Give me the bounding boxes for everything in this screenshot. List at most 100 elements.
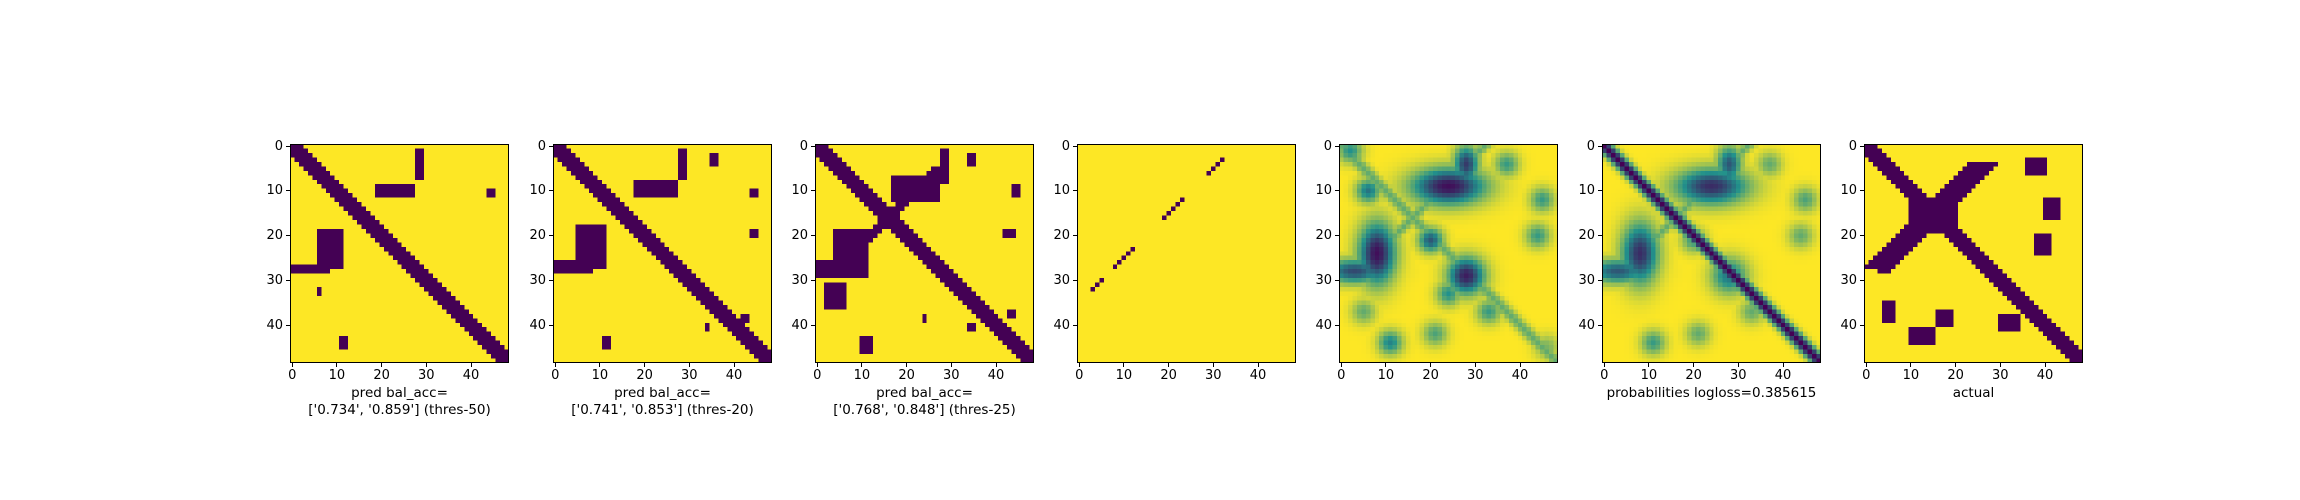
heatmap-panel-6: [1602, 144, 1821, 363]
y-tick-mark: [1860, 279, 1864, 281]
y-tick-mark: [549, 279, 553, 281]
y-tick-label: 10: [1578, 183, 1595, 199]
x-tick-label: 10: [1377, 368, 1395, 383]
y-tick-label: 20: [791, 228, 808, 244]
y-tick-label: 30: [1840, 272, 1857, 288]
x-tick-label: 20: [1947, 368, 1964, 383]
x-tick-label: 10: [328, 368, 346, 383]
x-tick-mark: [1168, 363, 1170, 367]
y-tick-mark: [1598, 235, 1602, 237]
y-tick-label: 30: [266, 272, 283, 288]
y-tick-label: 20: [529, 228, 546, 244]
x-tick-label: 10: [1115, 368, 1133, 383]
y-tick-label: 0: [799, 138, 808, 154]
x-tick-label: 20: [636, 368, 653, 383]
y-tick-label: 10: [529, 183, 546, 199]
x-tick-label: 0: [1600, 368, 1609, 383]
y-tick-mark: [1335, 190, 1339, 192]
x-tick-mark: [995, 363, 997, 367]
y-tick-mark: [549, 324, 553, 326]
y-tick-label: 30: [791, 272, 808, 288]
y-tick-label: 0: [1848, 138, 1857, 154]
panel-xlabel: ['0.768', '0.848'] (thres-25): [833, 402, 1016, 418]
y-tick-label: 40: [529, 317, 546, 333]
y-tick-mark: [1335, 235, 1339, 237]
y-tick-label: 0: [537, 138, 546, 154]
y-tick-mark: [1073, 235, 1077, 237]
panel-xlabel: probabilities logloss=0.385615: [1606, 385, 1817, 401]
y-tick-label: 20: [1315, 228, 1332, 244]
heatmap-image: [553, 144, 772, 363]
x-tick-label: 30: [1205, 368, 1222, 383]
x-tick-label: 10: [1902, 368, 1920, 383]
x-tick-label: 20: [898, 368, 915, 383]
x-tick-label: 40: [2036, 368, 2054, 383]
x-tick-label: 0: [288, 368, 297, 383]
x-tick-mark: [733, 363, 735, 367]
x-tick-label: 20: [1422, 368, 1439, 383]
y-tick-mark: [1073, 190, 1077, 192]
x-tick-mark: [470, 363, 472, 367]
x-tick-label: 0: [551, 368, 560, 383]
y-tick-label: 40: [1840, 317, 1857, 333]
y-tick-mark: [1335, 324, 1339, 326]
x-tick-label: 20: [1685, 368, 1702, 383]
y-tick-mark: [1598, 190, 1602, 192]
heatmap-panel-7: [1864, 144, 2083, 363]
y-tick-label: 40: [1053, 317, 1070, 333]
y-tick-mark: [1335, 279, 1339, 281]
heatmap-image: [1864, 144, 2083, 363]
heatmap-image: [1339, 144, 1558, 363]
x-tick-mark: [1385, 363, 1387, 367]
y-tick-mark: [1860, 235, 1864, 237]
x-tick-label: 0: [1337, 368, 1346, 383]
x-tick-mark: [1865, 363, 1867, 367]
x-tick-label: 30: [1730, 368, 1747, 383]
x-tick-mark: [336, 363, 338, 367]
x-tick-mark: [1693, 363, 1695, 367]
y-tick-label: 10: [791, 183, 808, 199]
y-tick-label: 30: [1578, 272, 1595, 288]
x-tick-label: 40: [462, 368, 480, 383]
y-tick-label: 30: [1315, 272, 1332, 288]
y-tick-mark: [811, 235, 815, 237]
x-tick-mark: [1999, 363, 2001, 367]
x-tick-mark: [688, 363, 690, 367]
x-tick-mark: [1737, 363, 1739, 367]
x-tick-label: 30: [681, 368, 698, 383]
panel-xlabel: ['0.734', '0.859'] (thres-50): [308, 402, 491, 418]
y-tick-label: 20: [266, 228, 283, 244]
y-tick-mark: [1860, 324, 1864, 326]
x-tick-label: 40: [725, 368, 743, 383]
x-tick-label: 20: [1160, 368, 1177, 383]
panel-xlabel: ['0.741', '0.853'] (thres-20): [571, 402, 754, 418]
y-tick-label: 0: [1586, 138, 1595, 154]
x-tick-mark: [1603, 363, 1605, 367]
y-tick-label: 40: [791, 317, 808, 333]
y-tick-mark: [1598, 145, 1602, 147]
y-tick-mark: [811, 145, 815, 147]
heatmap-image: [1077, 144, 1296, 363]
x-tick-mark: [1123, 363, 1125, 367]
x-tick-mark: [861, 363, 863, 367]
y-tick-mark: [1073, 145, 1077, 147]
y-tick-mark: [286, 235, 290, 237]
y-tick-label: 10: [1315, 183, 1332, 199]
x-tick-label: 10: [1640, 368, 1658, 383]
y-tick-mark: [286, 279, 290, 281]
x-tick-label: 30: [1467, 368, 1484, 383]
x-tick-mark: [1430, 363, 1432, 367]
x-tick-mark: [1910, 363, 1912, 367]
x-tick-mark: [554, 363, 556, 367]
x-tick-mark: [816, 363, 818, 367]
y-tick-mark: [1073, 279, 1077, 281]
x-tick-mark: [1474, 363, 1476, 367]
y-tick-mark: [811, 279, 815, 281]
x-tick-mark: [2044, 363, 2046, 367]
panel-xlabel: pred bal_acc=: [351, 385, 448, 401]
y-tick-label: 20: [1053, 228, 1070, 244]
x-tick-mark: [381, 363, 383, 367]
y-tick-label: 20: [1840, 228, 1857, 244]
x-tick-mark: [1648, 363, 1650, 367]
